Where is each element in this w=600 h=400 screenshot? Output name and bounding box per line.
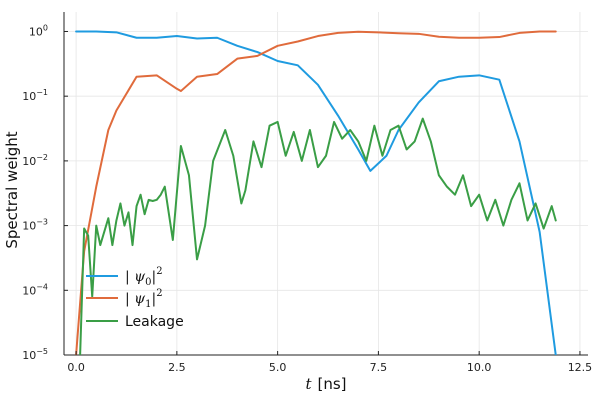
series-leakage-line: [79, 117, 557, 355]
y-tick-exponent: −3: [36, 218, 48, 227]
y-tick-label: 100: [29, 23, 48, 38]
legend: | ψ0|2 | ψ1|2 Leakage: [86, 266, 184, 330]
series-layer: [75, 30, 557, 355]
x-tick-label: 10.0: [467, 361, 492, 374]
y-tick-base: 10: [22, 284, 36, 297]
x-tick-label: 2.5: [168, 361, 186, 374]
y-tick-label: 10−1: [22, 88, 48, 103]
y-tick-base: 10: [29, 25, 43, 38]
legend-label-leakage: Leakage: [125, 314, 184, 330]
y-tick-label: 10−4: [22, 282, 48, 297]
axis-ticks: 0.0 2.5 5.0 7.5 10.0 12.510−510−410−310−210−1…: [22, 23, 592, 374]
y-axis-label: Spectral weight: [3, 131, 21, 248]
y-tick-label: 10−5: [22, 347, 48, 362]
series-psi0-line: [75, 30, 557, 355]
legend-label-psi0: | ψ0|2: [125, 266, 163, 288]
y-tick-base: 10: [22, 220, 36, 233]
y-tick-exponent: −2: [36, 153, 48, 162]
series-psi1-line: [75, 30, 557, 355]
y-tick-exponent: −4: [36, 282, 48, 291]
x-tick-label: 5.0: [269, 361, 287, 374]
y-tick-label: 10−3: [22, 218, 48, 233]
y-tick-base: 10: [22, 349, 36, 362]
x-axis-label: t [ns]: [305, 375, 346, 393]
y-tick-exponent: −5: [36, 347, 48, 356]
x-tick-label: 12.5: [568, 361, 593, 374]
y-tick-exponent: 0: [43, 23, 48, 32]
plot-frame: [63, 12, 588, 356]
x-axis-unit: [ns]: [318, 375, 347, 393]
y-tick-base: 10: [22, 155, 36, 168]
x-axis-variable: t: [305, 375, 312, 393]
legend-label-psi1: | ψ1|2: [125, 288, 163, 310]
y-tick-exponent: −1: [36, 88, 48, 97]
x-tick-label: 0.0: [67, 361, 85, 374]
y-tick-label: 10−2: [22, 153, 48, 168]
x-tick-label: 7.5: [370, 361, 388, 374]
y-tick-base: 10: [22, 90, 36, 103]
